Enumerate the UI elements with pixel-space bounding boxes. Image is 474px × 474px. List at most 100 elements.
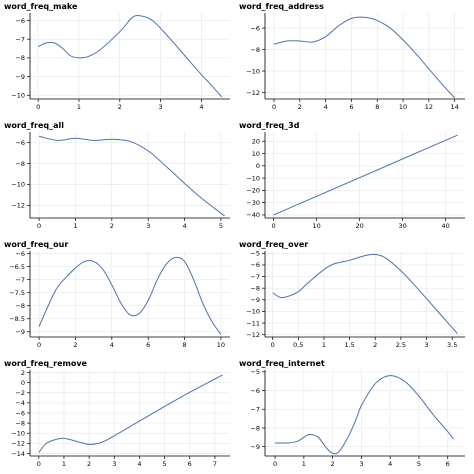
x-tick-label: 4	[324, 103, 328, 111]
y-tick-label: −7	[15, 35, 25, 43]
y-tick-label: −12	[11, 202, 25, 210]
x-tick-label: 0	[271, 341, 275, 349]
panel-title: word_freq_internet	[239, 359, 325, 368]
y-tick-label: −12	[246, 331, 260, 339]
y-tick-label: −14	[11, 450, 25, 458]
series-line	[273, 16, 456, 99]
x-tick-label: 2	[73, 341, 77, 349]
panel-title: word_freq_over	[239, 240, 308, 249]
panel-title: word_freq_make	[4, 2, 78, 11]
y-tick-label: −9	[250, 443, 260, 451]
x-tick-label: 8	[182, 341, 186, 349]
x-tick-label: 4	[110, 341, 114, 349]
y-tick-label: −2	[15, 389, 25, 397]
x-tick-label: 10	[312, 222, 320, 230]
y-tick-label: −12	[246, 89, 260, 97]
x-tick-label: 40	[442, 222, 450, 230]
y-tick-label: 10	[252, 150, 260, 158]
series-line	[275, 375, 454, 455]
chart-panel-word-freq-address: word_freq_address 0 2 4 6 8 10 12 14 −12 −10 −8 −6	[239, 2, 465, 111]
panel-title: word_freq_all	[4, 121, 64, 130]
x-tick-label: 4	[137, 460, 141, 468]
series-line	[273, 134, 458, 216]
x-tick-label: 1	[62, 460, 66, 468]
y-tick-label: −5	[250, 368, 260, 376]
panel-title: word_freq_our	[4, 240, 68, 249]
series-line	[37, 14, 223, 98]
y-tick-label: 2	[21, 369, 25, 377]
series-line	[272, 253, 458, 334]
y-tick-label: −10	[246, 67, 260, 75]
y-tick-label: −30	[246, 199, 260, 207]
x-tick-label: 3	[359, 460, 363, 468]
x-tick-label: 1.5	[344, 341, 354, 349]
series-line	[38, 256, 222, 335]
y-tick-label: −6	[15, 250, 25, 258]
y-tick-label: −7	[15, 276, 25, 284]
chart-panel-word-freq-our: word_freq_our 0 2 4 6 8 10 −9 −8.5 −8 −7.5 −7 −6.5 −6	[4, 240, 230, 349]
x-tick-label: 6	[146, 341, 150, 349]
y-tick-label: −5	[250, 250, 260, 258]
y-tick-label: 20	[252, 138, 260, 146]
x-tick-label: 6	[188, 460, 192, 468]
x-tick-label: 0	[273, 460, 277, 468]
y-tick-label: −10	[246, 174, 260, 182]
x-tick-label: 1	[322, 341, 326, 349]
y-tick-label: −4	[15, 399, 25, 407]
y-tick-label: −9	[15, 73, 25, 81]
y-tick-label: −7.5	[9, 289, 25, 297]
x-tick-label: 20	[355, 222, 363, 230]
x-tick-label: 0	[37, 460, 41, 468]
y-tick-label: −8.5	[9, 315, 25, 323]
x-tick-label: 4	[199, 103, 203, 111]
y-tick-label: −7	[250, 406, 260, 414]
x-tick-label: 30	[398, 222, 406, 230]
panel-title: word_freq_address	[239, 2, 324, 11]
chart-panel-word-freq-3d: word_freq_3d 0 10 20 30 40 −40 −30 −20 −10 0 10 20	[239, 121, 465, 230]
x-tick-label: 2	[298, 103, 302, 111]
y-tick-label: −10	[11, 92, 25, 100]
y-tick-label: −8	[15, 419, 25, 427]
x-tick-label: 0	[36, 103, 40, 111]
chart-panel-word-freq-remove: word_freq_remove 0 1 2 3 4 5 6 7 −14 −12 −10 −8 −6 −4 −…	[4, 359, 230, 468]
x-tick-label: 12	[425, 103, 433, 111]
x-tick-label: 0	[272, 103, 276, 111]
y-tick-label: −6	[15, 139, 25, 147]
x-tick-label: 14	[451, 103, 459, 111]
y-tick-label: −8	[250, 46, 260, 54]
chart-panel-word-freq-internet: word_freq_internet 0 1 2 3 4 5 6 −9 −8 −7 −6 −5	[239, 359, 465, 468]
y-tick-label: −6	[15, 409, 25, 417]
x-tick-label: 3	[112, 460, 116, 468]
y-tick-label: −7	[250, 273, 260, 281]
x-tick-label: 10	[399, 103, 407, 111]
x-tick-label: 8	[375, 103, 379, 111]
chart-panel-word-freq-all: word_freq_all 0 1 2 3 4 5 −12 −10 −8 −6	[4, 121, 230, 230]
y-tick-label: −8	[15, 160, 25, 168]
y-tick-label: −10	[246, 308, 260, 316]
series-line	[38, 374, 223, 453]
y-tick-label: −9	[250, 296, 260, 304]
y-tick-label: −8	[15, 302, 25, 310]
x-tick-label: 10	[217, 341, 225, 349]
x-tick-label: 2.5	[396, 341, 406, 349]
y-tick-label: −20	[246, 187, 260, 195]
y-tick-label: −8	[250, 424, 260, 432]
y-tick-label: −8	[250, 284, 260, 292]
x-tick-label: 5	[219, 222, 223, 230]
x-tick-label: 0	[37, 341, 41, 349]
x-tick-label: 5	[163, 460, 167, 468]
x-tick-label: 0.5	[293, 341, 303, 349]
x-tick-label: 3.5	[447, 341, 457, 349]
y-tick-label: −6	[250, 24, 260, 32]
y-tick-label: −11	[246, 319, 260, 327]
x-tick-label: 3	[159, 103, 163, 111]
y-tick-label: −8	[15, 54, 25, 62]
chart-panel-word-freq-make: word_freq_make 0 1 2 3 4 −10 −9 −8 −7 −6	[4, 2, 230, 111]
x-tick-label: 1	[77, 103, 81, 111]
x-tick-label: 3	[146, 222, 150, 230]
x-tick-label: 2	[110, 222, 114, 230]
x-tick-label: 0	[37, 222, 41, 230]
y-tick-label: −40	[246, 211, 260, 219]
x-tick-label: 0	[272, 222, 276, 230]
